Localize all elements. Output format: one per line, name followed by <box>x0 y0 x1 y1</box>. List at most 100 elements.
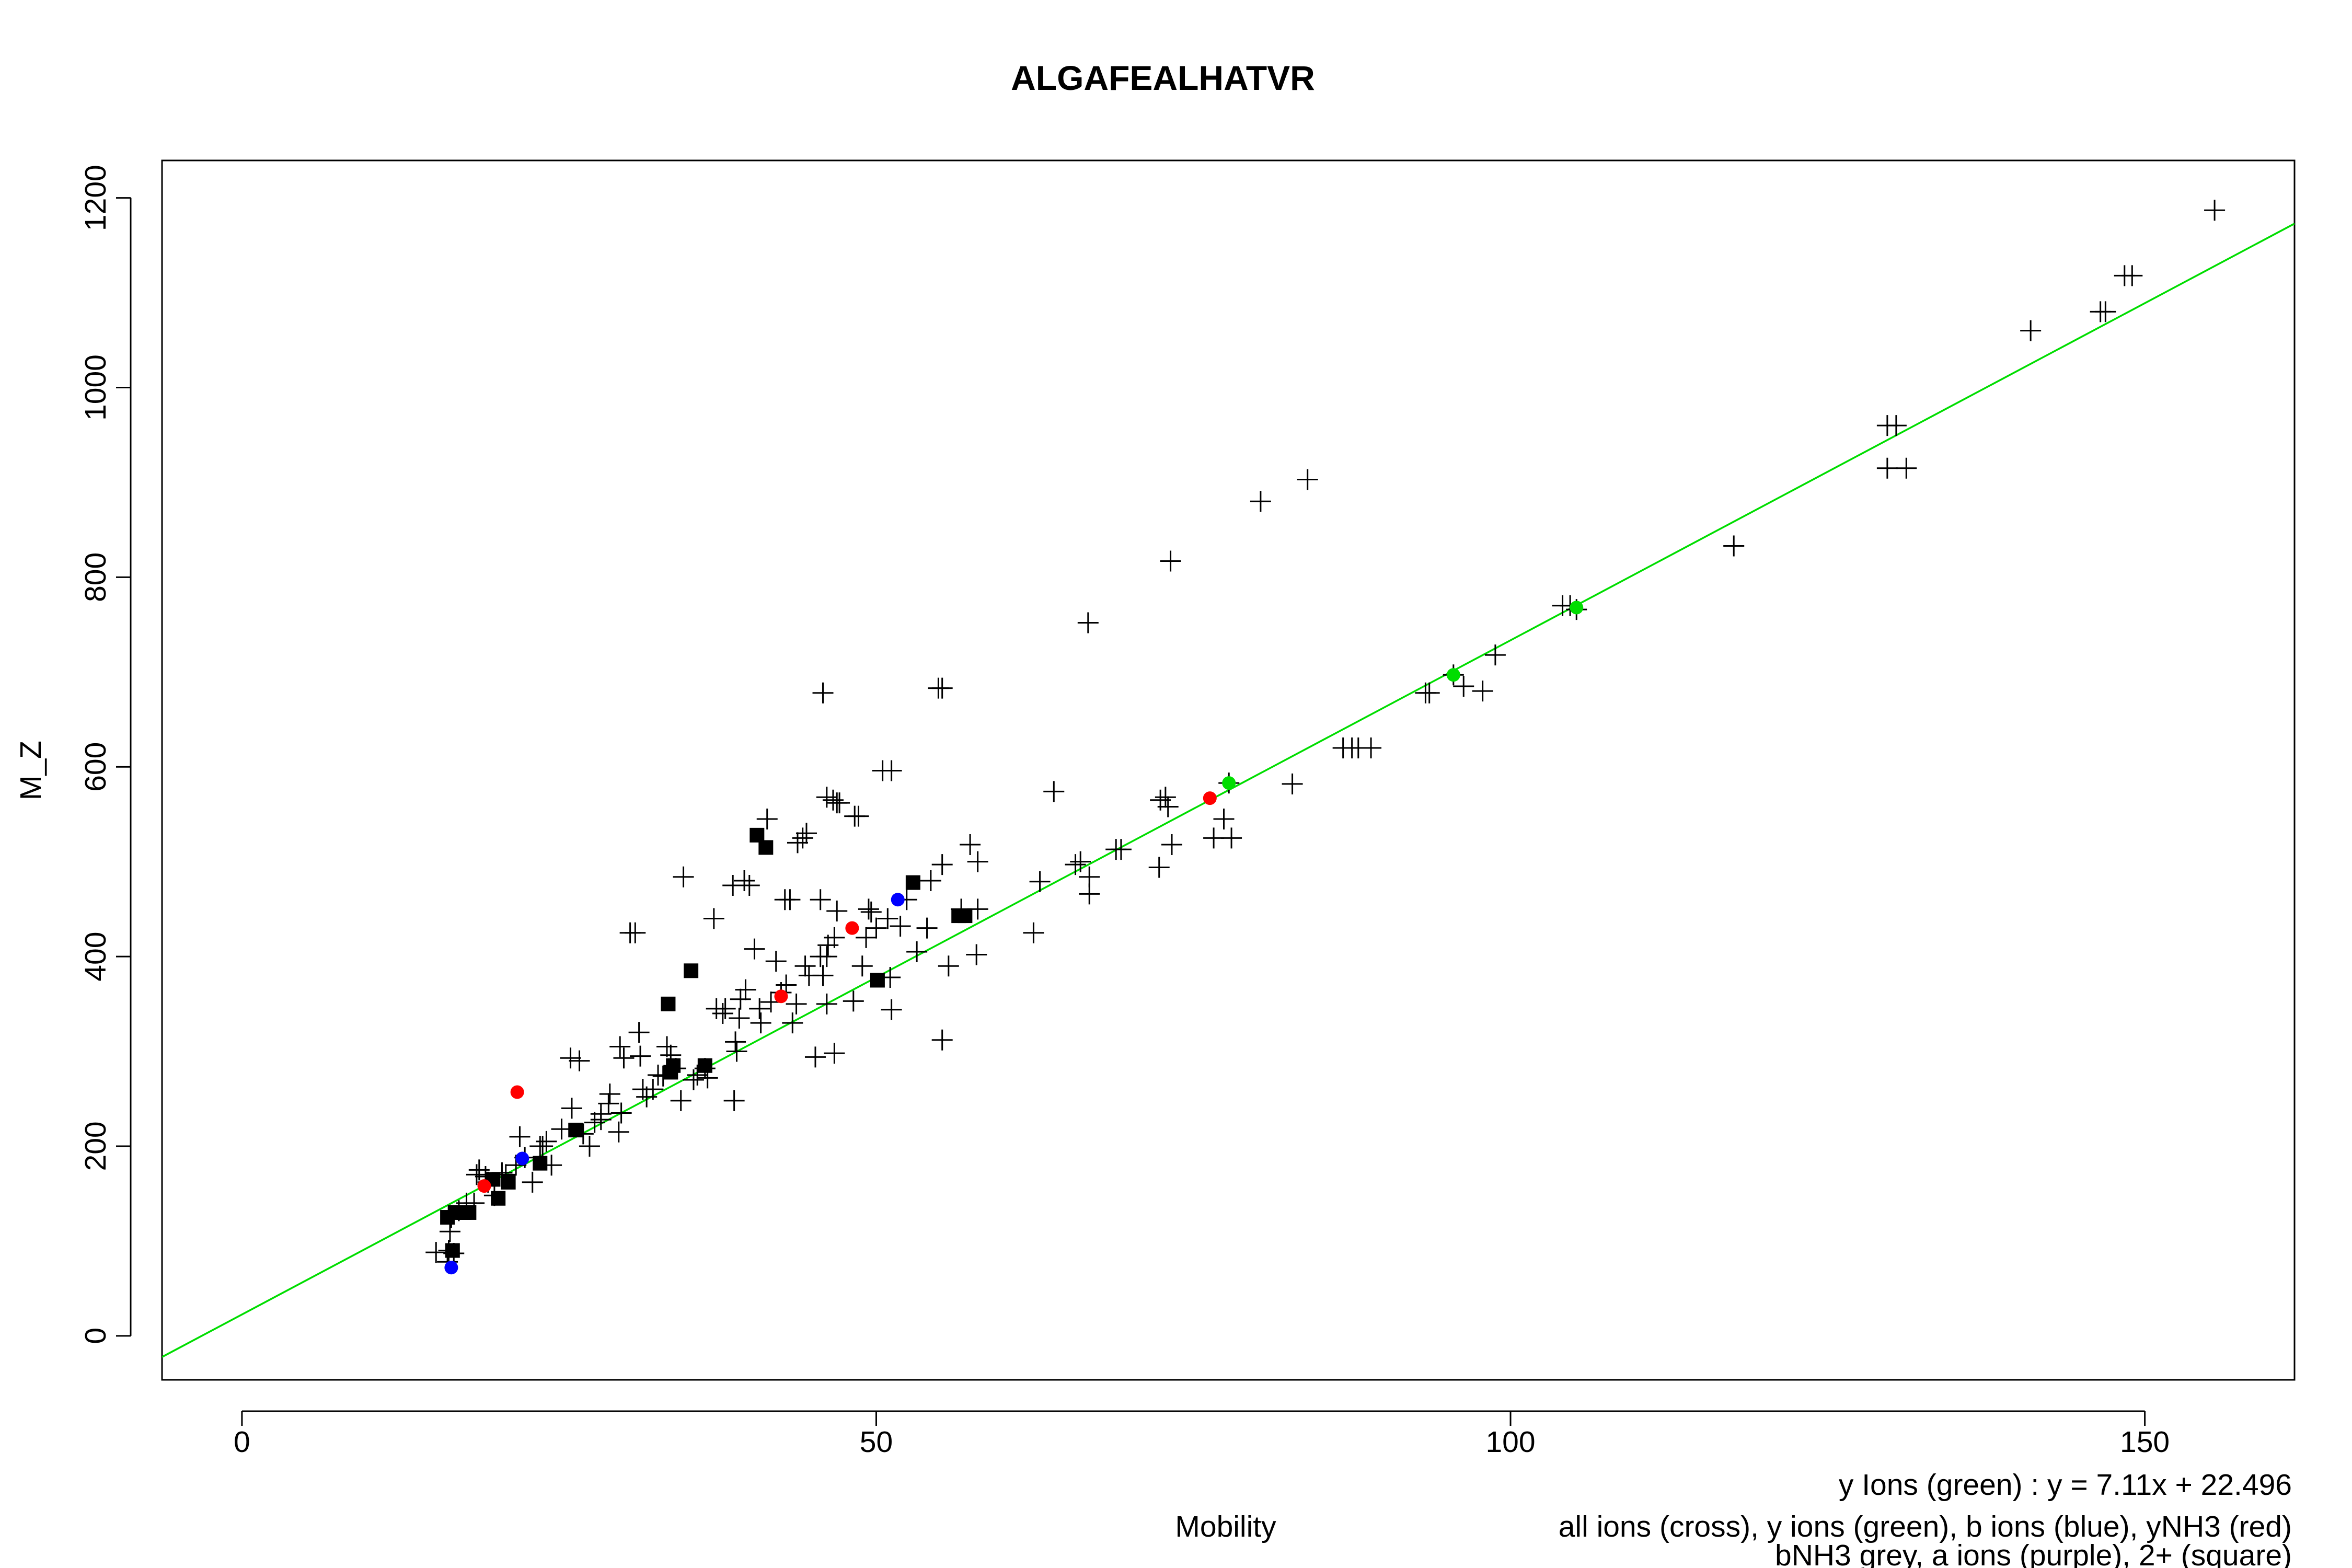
dot-marker <box>444 1261 458 1275</box>
point-marker <box>608 1121 629 1143</box>
x-axis-label: Mobility <box>1175 1510 1276 1543</box>
y-axis: 0 200 400 600 800 1000 1200 <box>79 165 132 1344</box>
point-marker <box>786 993 807 1014</box>
point-marker <box>579 1135 600 1157</box>
point-marker <box>916 917 938 939</box>
point-marker <box>726 1041 747 1062</box>
point-marker <box>1282 773 1303 794</box>
point-marker <box>425 1242 447 1263</box>
plot-marks <box>162 200 2295 1358</box>
y-tick-label: 600 <box>79 742 112 792</box>
dot-marker <box>891 893 905 907</box>
point-marker <box>1896 457 1917 479</box>
dot-marker <box>845 921 859 935</box>
point-marker <box>856 927 877 948</box>
point-marker <box>706 998 727 1019</box>
point-marker <box>966 944 987 965</box>
point-marker <box>703 908 724 929</box>
y-tick-label: 1200 <box>79 165 112 231</box>
y-tick-label: 0 <box>79 1328 112 1344</box>
point-marker <box>466 1164 487 1185</box>
dot-marker <box>1222 776 1236 790</box>
point-marker <box>1023 922 1044 943</box>
point-marker <box>756 809 778 830</box>
point-marker <box>673 866 694 887</box>
point-marker <box>744 938 765 960</box>
point-marker <box>656 1036 677 1057</box>
point-marker <box>960 834 981 856</box>
point-marker <box>722 875 744 896</box>
x-axis: 0 50 100 150 <box>234 1410 2170 1459</box>
point-marker <box>816 993 837 1014</box>
point-marker <box>860 901 882 923</box>
point-marker <box>468 1159 490 1181</box>
point-marker <box>931 1029 953 1051</box>
point-marker <box>1077 612 1099 633</box>
square-marker <box>905 875 920 890</box>
point-marker <box>877 908 898 929</box>
point-marker <box>1361 737 1382 758</box>
point-marker <box>2095 301 2116 322</box>
point-marker <box>569 1050 590 1071</box>
point-marker <box>798 965 820 986</box>
point-marker <box>509 1126 531 1147</box>
point-marker <box>529 1135 551 1157</box>
point-marker <box>826 901 848 922</box>
square-marker <box>661 996 676 1011</box>
point-marker <box>1876 457 1898 479</box>
dot-marker <box>774 989 788 1004</box>
point-marker <box>625 922 646 943</box>
square-marker <box>568 1123 583 1138</box>
point-marker <box>1419 682 1440 704</box>
point-marker <box>1161 834 1182 856</box>
point-marker <box>1341 737 1363 758</box>
point-marker <box>765 951 787 972</box>
point-marker <box>782 1012 803 1034</box>
point-marker <box>729 1008 750 1029</box>
point-marker <box>560 1047 581 1069</box>
point-marker <box>817 935 839 956</box>
y-tick-label: 800 <box>79 552 112 602</box>
square-marker <box>750 827 765 843</box>
point-marker <box>734 870 755 891</box>
square-marker <box>697 1058 712 1073</box>
point-marker <box>725 1031 746 1053</box>
point-marker <box>1065 854 1086 875</box>
point-marker <box>1148 857 1170 878</box>
point-marker <box>735 979 756 1000</box>
point-marker <box>1297 469 1318 490</box>
square-marker <box>958 908 973 924</box>
point-marker <box>906 941 928 963</box>
point-marker <box>795 823 817 844</box>
point-marker <box>858 898 879 920</box>
point-marker <box>890 916 911 937</box>
y-tick-label: 400 <box>79 932 112 982</box>
square-marker <box>491 1191 506 1206</box>
dot-marker <box>515 1151 529 1166</box>
point-marker <box>881 999 902 1020</box>
point-marker <box>774 889 795 910</box>
point-marker <box>1157 796 1179 817</box>
square-marker <box>870 973 885 988</box>
y-axis-label: M_Z <box>14 741 48 800</box>
point-marker <box>804 1046 826 1068</box>
point-marker <box>1213 809 1235 830</box>
point-marker <box>2020 320 2042 341</box>
point-marker <box>613 1047 635 1069</box>
x-tick-label: 50 <box>860 1425 893 1459</box>
point-marker <box>881 760 902 781</box>
square-marker <box>663 1065 678 1080</box>
square-marker <box>501 1174 516 1190</box>
square-marker <box>445 1243 460 1258</box>
point-marker <box>683 1069 704 1090</box>
point-marker <box>1029 871 1051 892</box>
point-marker <box>670 1090 691 1111</box>
legend-line-1: all ions (cross), y ions (green), b ions… <box>1559 1510 2292 1543</box>
point-marker <box>628 1022 650 1043</box>
dot-marker <box>1446 668 1460 682</box>
y-tick-label: 1000 <box>79 354 112 421</box>
point-marker <box>851 955 873 977</box>
y-tick-label: 200 <box>79 1121 112 1171</box>
square-marker <box>533 1156 548 1171</box>
